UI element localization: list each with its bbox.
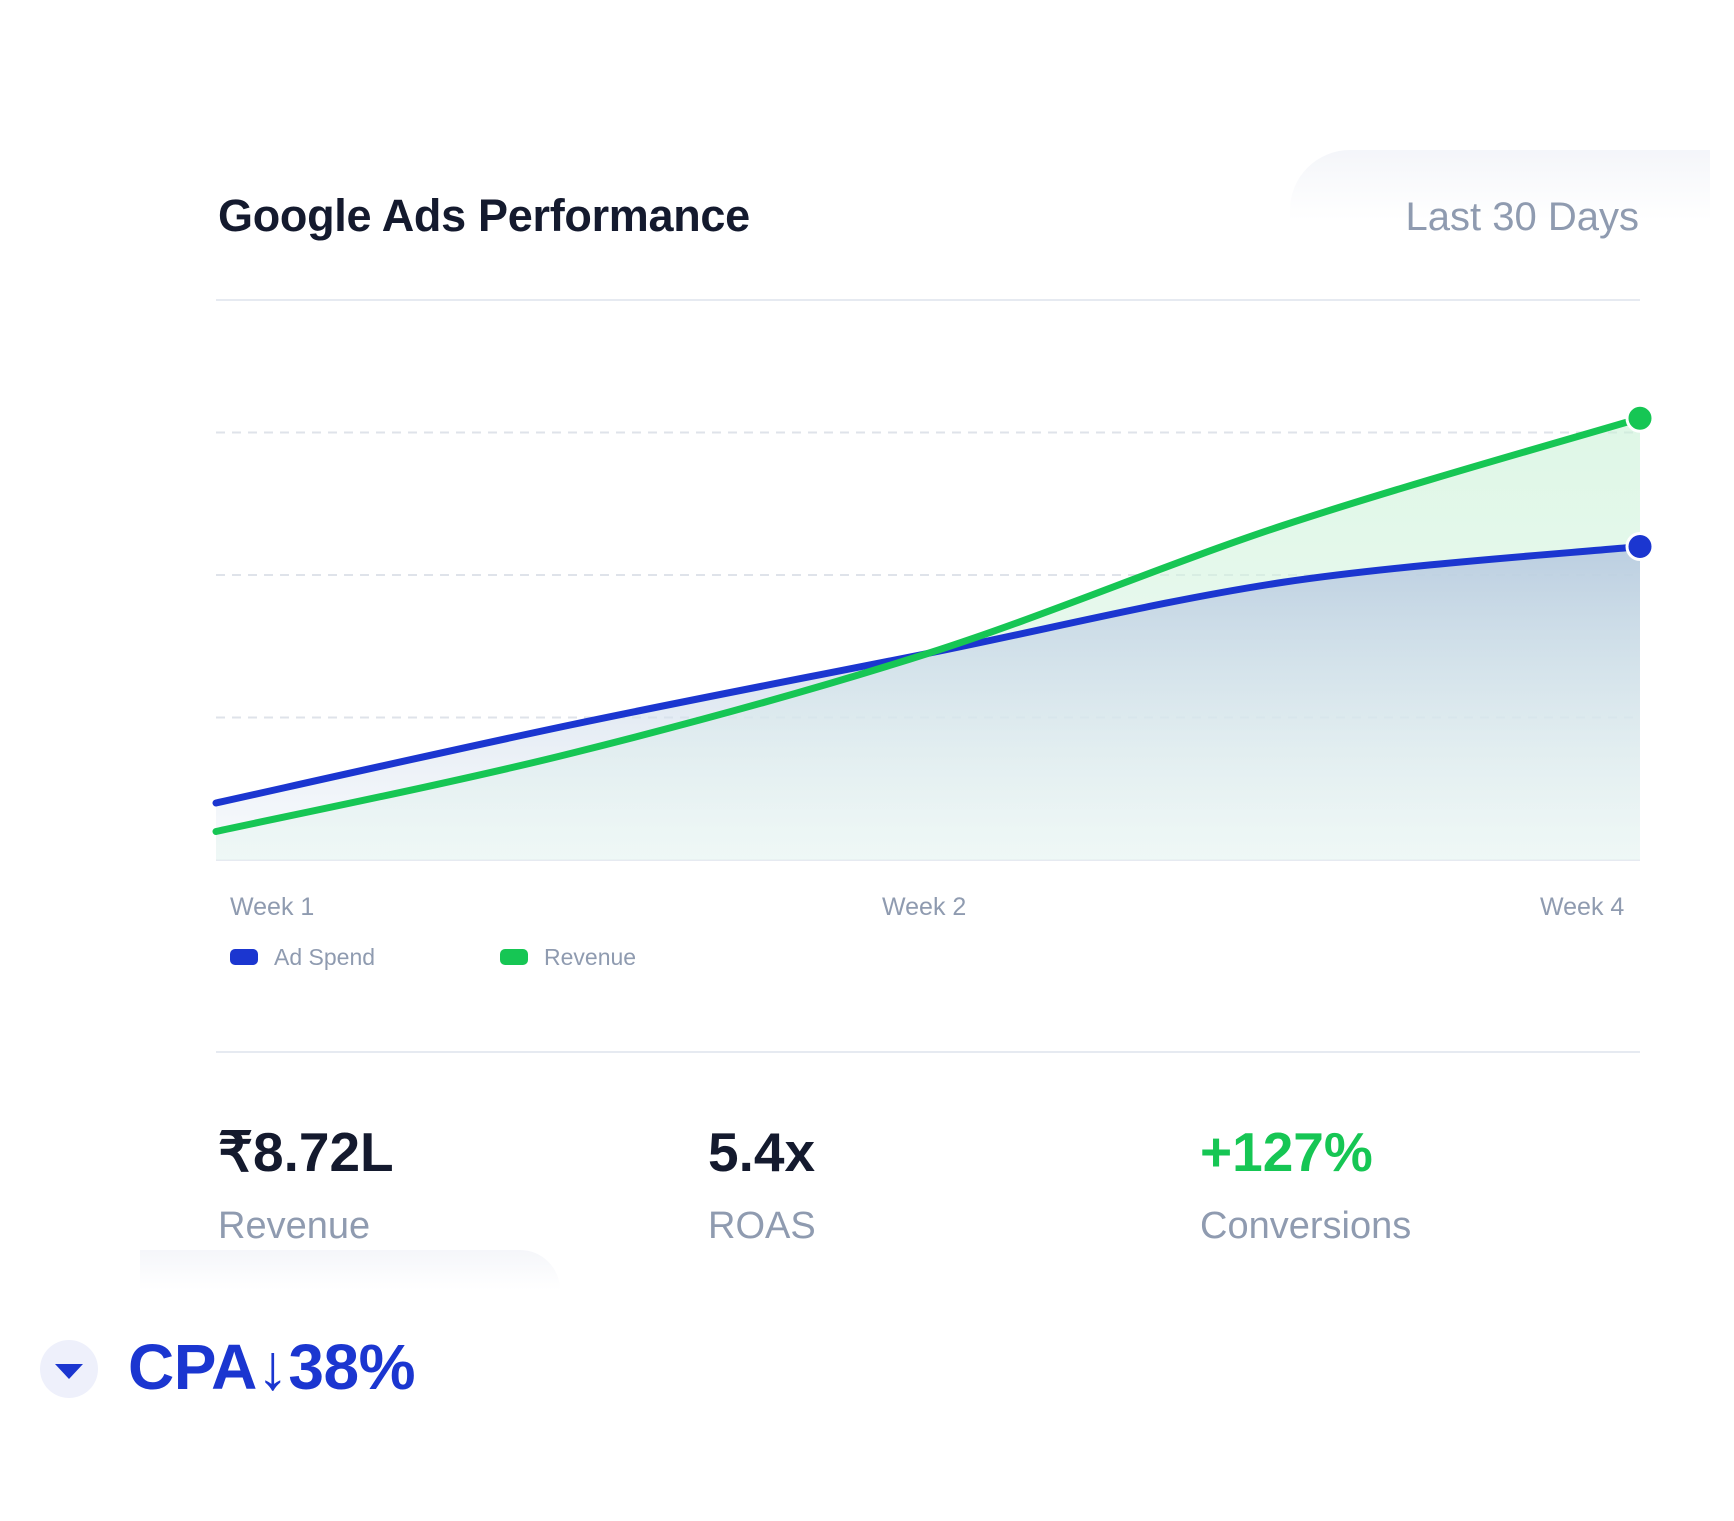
x-tick-label: Week 4 [1540, 893, 1625, 921]
legend-swatch [500, 949, 528, 965]
header-divider [216, 299, 1640, 301]
x-tick-label: Week 1 [230, 893, 315, 921]
card-shadow [1290, 150, 1710, 220]
metric-label-roas: ROAS [708, 1205, 816, 1247]
metric-value-revenue: ₹8.72L [218, 1121, 394, 1183]
metrics-divider [216, 1051, 1640, 1053]
metric-value-conversions: +127% [1200, 1121, 1373, 1183]
end-point-ad-spend[interactable] [1625, 532, 1655, 561]
end-point-revenue[interactable] [1625, 403, 1655, 433]
cpa-badge: CPA↓38% [128, 1331, 415, 1403]
metric-value-roas: 5.4x [708, 1121, 816, 1183]
legend-label: Revenue [544, 943, 637, 970]
legend-item-ad-spend[interactable]: Ad Spend [230, 942, 375, 972]
date-range-label[interactable]: Last 30 Days [1405, 195, 1639, 239]
legend-swatch [230, 949, 258, 965]
legend-item-revenue[interactable]: Revenue [500, 942, 636, 972]
caret-down-icon [40, 1340, 98, 1398]
series-line-revenue [212, 414, 1644, 835]
metric-label-conversions: Conversions [1200, 1205, 1412, 1247]
legend-label: Ad Spend [274, 943, 376, 970]
card-shadow [140, 1250, 560, 1290]
metric-label-revenue: Revenue [218, 1205, 371, 1247]
performance-chart [212, 403, 1655, 861]
area-ad-spend [216, 546, 1640, 860]
x-tick-label: Week 2 [882, 893, 967, 921]
page-title: Google Ads Performance [218, 190, 750, 241]
